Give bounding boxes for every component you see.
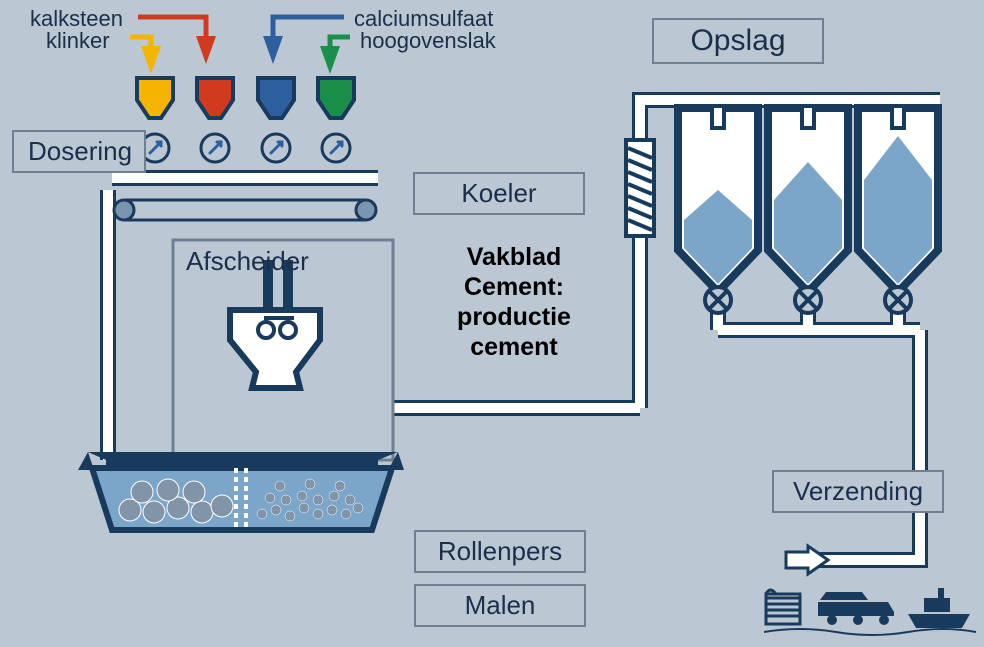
transport-icons [764,588,976,635]
dosering-label: Dosering [12,130,146,173]
dosing-wheels [141,134,350,162]
center-title: Vakblad Cement: productie cement [424,242,604,362]
cooler [626,140,654,236]
conveyor [114,200,376,220]
afscheider-label: Afscheider [186,246,309,277]
koeler-label: Koeler [413,172,585,215]
mill [78,452,404,530]
hoogovenslak-text: hoogovenslak [360,28,496,54]
silos [678,108,938,313]
ingredient-arrows [130,17,350,74]
opslag-label: Opslag [652,18,824,64]
klinker-text: klinker [46,28,110,54]
malen-label: Malen [414,584,586,627]
verzending-arrow [786,546,828,574]
verzending-label: Verzending [772,470,944,513]
hoppers [137,78,354,118]
rollenpers-label: Rollenpers [414,530,586,573]
